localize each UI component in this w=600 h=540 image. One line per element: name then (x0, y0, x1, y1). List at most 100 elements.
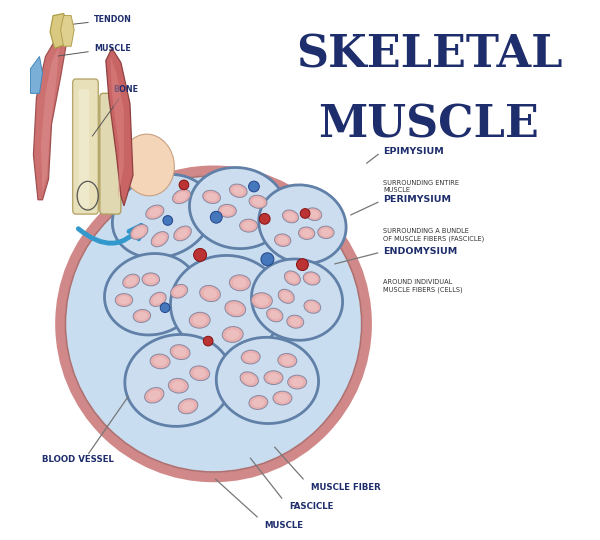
Circle shape (203, 336, 213, 346)
Ellipse shape (145, 275, 157, 284)
Ellipse shape (284, 271, 301, 285)
Ellipse shape (221, 207, 233, 215)
Ellipse shape (307, 302, 318, 311)
Ellipse shape (281, 356, 293, 365)
Ellipse shape (216, 338, 319, 423)
Ellipse shape (240, 372, 259, 387)
Text: SKELETAL: SKELETAL (296, 33, 562, 76)
Ellipse shape (145, 388, 164, 403)
Ellipse shape (252, 398, 265, 407)
Ellipse shape (193, 315, 206, 326)
Ellipse shape (203, 288, 217, 299)
Ellipse shape (170, 345, 190, 360)
Ellipse shape (229, 275, 250, 291)
Ellipse shape (278, 354, 297, 367)
Ellipse shape (118, 296, 130, 304)
Ellipse shape (298, 227, 315, 239)
Circle shape (160, 303, 170, 313)
Ellipse shape (170, 255, 284, 355)
Ellipse shape (104, 253, 199, 335)
Ellipse shape (301, 229, 312, 237)
Ellipse shape (169, 379, 188, 393)
Ellipse shape (276, 394, 289, 402)
Ellipse shape (130, 225, 148, 239)
Text: MUSCLE FIBER: MUSCLE FIBER (311, 483, 380, 492)
Circle shape (300, 208, 310, 218)
Ellipse shape (206, 193, 217, 201)
Ellipse shape (269, 310, 280, 320)
Ellipse shape (252, 198, 264, 206)
Circle shape (194, 248, 206, 261)
Ellipse shape (233, 186, 244, 195)
Ellipse shape (193, 368, 206, 378)
Circle shape (296, 259, 308, 271)
Ellipse shape (151, 232, 169, 247)
Ellipse shape (281, 292, 292, 301)
Ellipse shape (133, 309, 151, 322)
Ellipse shape (173, 190, 191, 204)
Ellipse shape (287, 273, 298, 282)
Circle shape (163, 215, 173, 225)
Ellipse shape (320, 228, 331, 237)
Ellipse shape (170, 285, 188, 298)
Ellipse shape (218, 204, 236, 217)
Ellipse shape (112, 174, 212, 258)
Ellipse shape (146, 205, 164, 219)
Ellipse shape (268, 373, 280, 382)
Text: AROUND INDIVIDUAL
MUSCLE FIBERS (CELLS): AROUND INDIVIDUAL MUSCLE FIBERS (CELLS) (383, 279, 463, 293)
Ellipse shape (308, 210, 319, 218)
Ellipse shape (115, 294, 133, 307)
Ellipse shape (287, 315, 304, 328)
Ellipse shape (278, 289, 294, 303)
Ellipse shape (285, 212, 296, 221)
Ellipse shape (233, 278, 247, 288)
Ellipse shape (264, 371, 283, 384)
Ellipse shape (303, 272, 320, 285)
Text: MUSCLE: MUSCLE (319, 103, 539, 146)
Ellipse shape (176, 192, 187, 201)
Ellipse shape (291, 377, 304, 387)
Ellipse shape (150, 354, 170, 369)
Ellipse shape (266, 308, 283, 322)
Ellipse shape (136, 312, 148, 320)
Ellipse shape (123, 274, 140, 288)
Ellipse shape (275, 234, 291, 246)
Ellipse shape (277, 236, 288, 244)
Circle shape (60, 170, 367, 477)
Ellipse shape (290, 318, 301, 326)
Ellipse shape (142, 273, 160, 286)
Ellipse shape (251, 293, 272, 308)
Ellipse shape (226, 329, 239, 340)
Ellipse shape (152, 295, 163, 304)
Ellipse shape (149, 207, 161, 217)
Ellipse shape (126, 276, 137, 286)
Ellipse shape (249, 396, 268, 409)
Text: EPIMYSIUM: EPIMYSIUM (383, 147, 444, 156)
Ellipse shape (125, 334, 232, 427)
Ellipse shape (172, 381, 185, 390)
Circle shape (179, 180, 189, 190)
Text: MUSCLE: MUSCLE (265, 521, 304, 530)
Ellipse shape (182, 401, 194, 411)
Ellipse shape (174, 347, 187, 357)
Ellipse shape (304, 300, 320, 313)
Ellipse shape (239, 219, 257, 232)
Ellipse shape (243, 374, 255, 384)
Circle shape (261, 253, 274, 266)
Ellipse shape (229, 184, 247, 198)
Ellipse shape (318, 226, 334, 239)
Ellipse shape (225, 301, 245, 317)
Ellipse shape (148, 390, 161, 400)
Ellipse shape (177, 228, 188, 238)
Ellipse shape (174, 226, 191, 241)
Ellipse shape (190, 366, 209, 381)
Circle shape (248, 181, 259, 192)
Ellipse shape (306, 274, 317, 283)
Ellipse shape (251, 259, 343, 340)
Ellipse shape (229, 303, 242, 314)
Ellipse shape (259, 185, 346, 264)
Ellipse shape (255, 295, 269, 306)
Ellipse shape (241, 350, 260, 364)
Ellipse shape (190, 167, 286, 248)
Ellipse shape (154, 234, 166, 244)
